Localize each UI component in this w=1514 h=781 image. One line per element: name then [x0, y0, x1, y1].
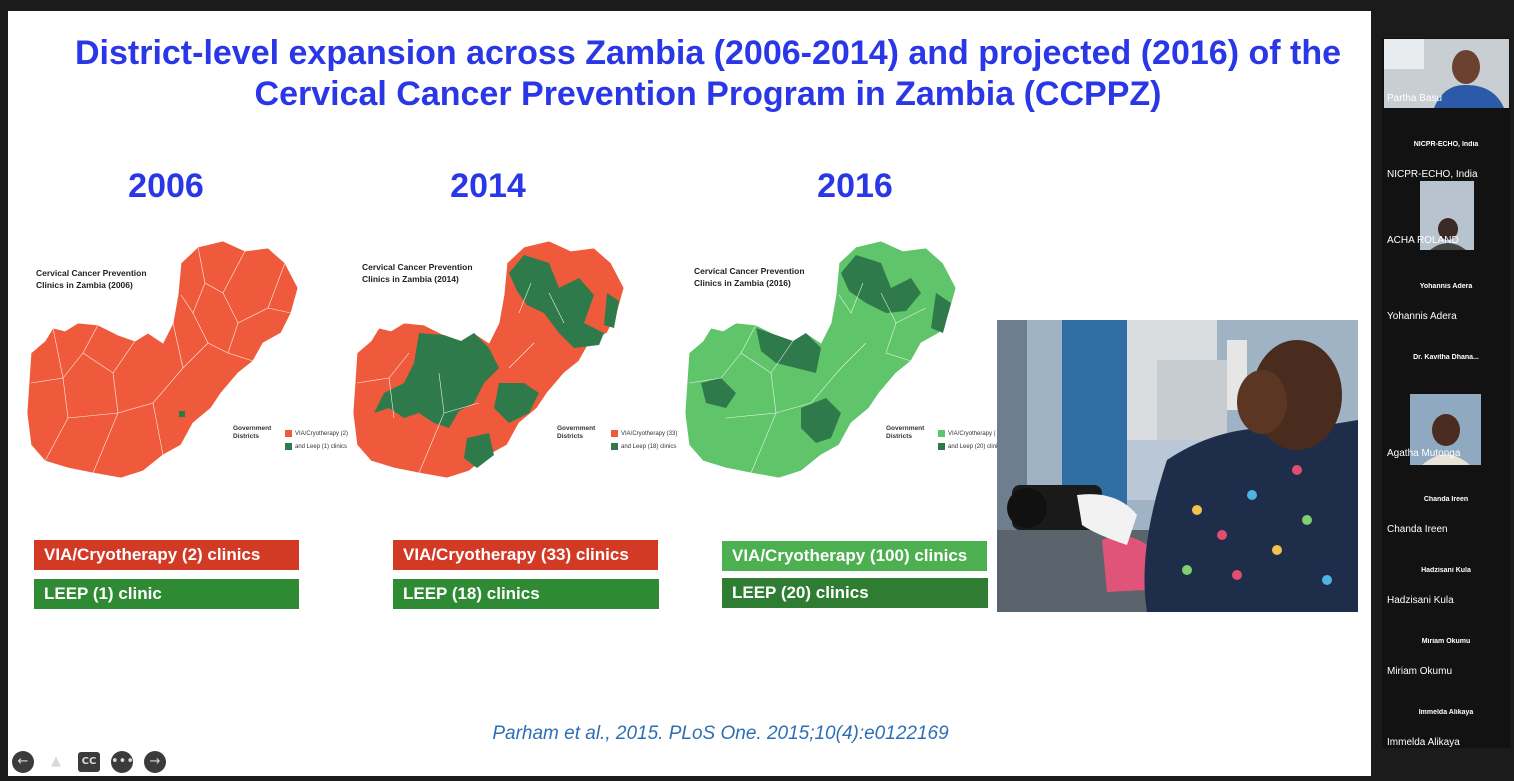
map-title-2016: Cervical Cancer Prevention Clinics in Za… [694, 266, 805, 288]
legend-green-swatch [285, 443, 292, 450]
shared-slide: District-level expansion across Zambia (… [8, 11, 1371, 776]
arrow-left-icon[interactable]: ← [12, 751, 34, 773]
video-frame-image [997, 320, 1358, 612]
year-2016: 2016 [817, 167, 893, 205]
leep-badge-2016: LEEP (20) clinics [722, 578, 988, 608]
legend-via-row: VIA/Cryotherapy (33) [611, 430, 677, 437]
map-title-2014: Cervical Cancer Prevention Clinics in Za… [362, 262, 473, 284]
participant-label: Immelda Alikaya [1418, 709, 1474, 716]
participants-panel: Partha Basu NICPR-ECHO, India NICPR-ECHO… [1382, 38, 1510, 748]
person-thumbnail [1420, 181, 1474, 250]
legend-leep-row: and Leep (1) clinics [285, 443, 347, 450]
zambia-map-2006 [26, 240, 299, 479]
legend-title: Government Districts [233, 425, 272, 440]
participant-video [1384, 39, 1509, 108]
legend-leep-label: and Leep (1) clinics [295, 443, 348, 450]
participant-tile[interactable]: Miriam Okumu Miriam Okumu [1382, 606, 1510, 677]
more-icon[interactable]: ••• [111, 751, 134, 773]
legend-title: Government Districts [557, 425, 596, 440]
participant-name: Miriam Okumu [1387, 666, 1453, 677]
legend-via-row: VIA/Cryotherapy (2) [285, 430, 348, 437]
year-2014: 2014 [450, 167, 526, 205]
legend-title: Government Districts [886, 425, 925, 440]
map-2014: Cervical Cancer Prevention Clinics in Za… [349, 233, 677, 493]
via-badge-2014: VIA/Cryotherapy (33) clinics [393, 540, 658, 570]
participant-name: Yohannis Adera [1387, 311, 1457, 322]
legend-green-swatch [611, 443, 618, 450]
slide-title: District-level expansion across Zambia (… [74, 34, 1342, 113]
citation: Parham et al., 2015. PLoS One. 2015;10(4… [492, 723, 949, 744]
legend-green-swatch [938, 443, 945, 450]
map-legend-2006: Government Districts VIA/Cryotherapy (2)… [233, 423, 348, 463]
participant-tile[interactable]: Hadzisani Kula Hadzisani Kula [1382, 535, 1510, 606]
legend-leep-row: and Leep (18) clinics [611, 443, 676, 450]
legend-light-green-swatch [938, 430, 945, 437]
participant-label: Miriam Okumu [1421, 638, 1471, 645]
legend-via-label: VIA/Cryotherapy ( [948, 430, 996, 437]
via-badge-2006: VIA/Cryotherapy (2) clinics [34, 540, 299, 570]
map-title-2006: Cervical Cancer Prevention Clinics in Za… [36, 268, 147, 290]
map-2006: Cervical Cancer Prevention Clinics in Za… [23, 233, 348, 493]
legend-leep-row: and Leep (20) clinic [938, 443, 1000, 450]
participant-label: Yohannis Adera [1419, 283, 1473, 290]
person-thumbnail [1384, 39, 1509, 108]
legend-leep-label: and Leep (20) clinic [948, 443, 1001, 450]
participant-video [1410, 394, 1481, 465]
map-legend-2016: Government Districts VIA/Cryotherapy ( a… [886, 423, 1001, 463]
participant-name: Chanda Ireen [1387, 524, 1448, 535]
participant-tile[interactable]: Agatha Mutonga [1382, 393, 1510, 465]
participant-name: ACHA ROLAND [1387, 235, 1459, 246]
participant-name: Immelda Alikaya [1387, 737, 1460, 748]
year-2006: 2006 [128, 167, 204, 205]
legend-via-row: VIA/Cryotherapy ( [938, 430, 996, 437]
participant-name: Partha Basu [1387, 93, 1443, 104]
legend-via-label: VIA/Cryotherapy (2) [295, 430, 349, 437]
participant-tile[interactable]: Immelda Alikaya Immelda Alikaya [1382, 677, 1510, 748]
participant-video [1420, 181, 1474, 250]
participant-name: Hadzisani Kula [1387, 595, 1454, 606]
via-badge-2016: VIA/Cryotherapy (100) clinics [722, 541, 987, 571]
participant-label: Dr. Kavitha Dhana... [1413, 354, 1479, 361]
participant-label: Chanda Ireen [1423, 496, 1469, 503]
legend-red-swatch [611, 430, 618, 437]
closed-captions-button[interactable]: CC [78, 752, 100, 772]
participant-tile[interactable]: ACHA ROLAND [1382, 180, 1510, 250]
legend-via-label: VIA/Cryotherapy (33) [621, 430, 678, 437]
map-2016: Cervical Cancer Prevention Clinics in Za… [681, 233, 1001, 493]
participant-tile[interactable]: NICPR-ECHO, India NICPR-ECHO, India [1382, 109, 1510, 180]
pointer-icon[interactable]: ▲ [51, 754, 61, 769]
zambia-map-2016 [684, 240, 957, 479]
leep-badge-2014: LEEP (18) clinics [393, 579, 659, 609]
participant-name: Agatha Mutonga [1387, 448, 1461, 459]
participant-label: Hadzisani Kula [1421, 567, 1471, 574]
participant-tile[interactable]: Chanda Ireen Chanda Ireen [1382, 464, 1510, 535]
participant-tile[interactable]: Yohannis Adera Yohannis Adera [1382, 251, 1510, 322]
participant-label: NICPR-ECHO, India [1413, 141, 1479, 148]
zambia-map-2014 [352, 240, 625, 479]
participant-tile[interactable]: Partha Basu [1382, 38, 1510, 108]
map-legend-2014: Government Districts VIA/Cryotherapy (33… [557, 423, 677, 463]
leep-badge-2006: LEEP (1) clinic [34, 579, 299, 609]
legend-red-swatch [285, 430, 292, 437]
legend-leep-label: and Leep (18) clinics [621, 443, 677, 450]
participant-tile[interactable]: Dr. Kavitha Dhana... [1382, 322, 1510, 392]
participant-name: NICPR-ECHO, India [1387, 169, 1478, 180]
arrow-right-icon[interactable]: → [144, 751, 166, 773]
person-thumbnail [1410, 394, 1481, 465]
video-inset [997, 320, 1358, 612]
